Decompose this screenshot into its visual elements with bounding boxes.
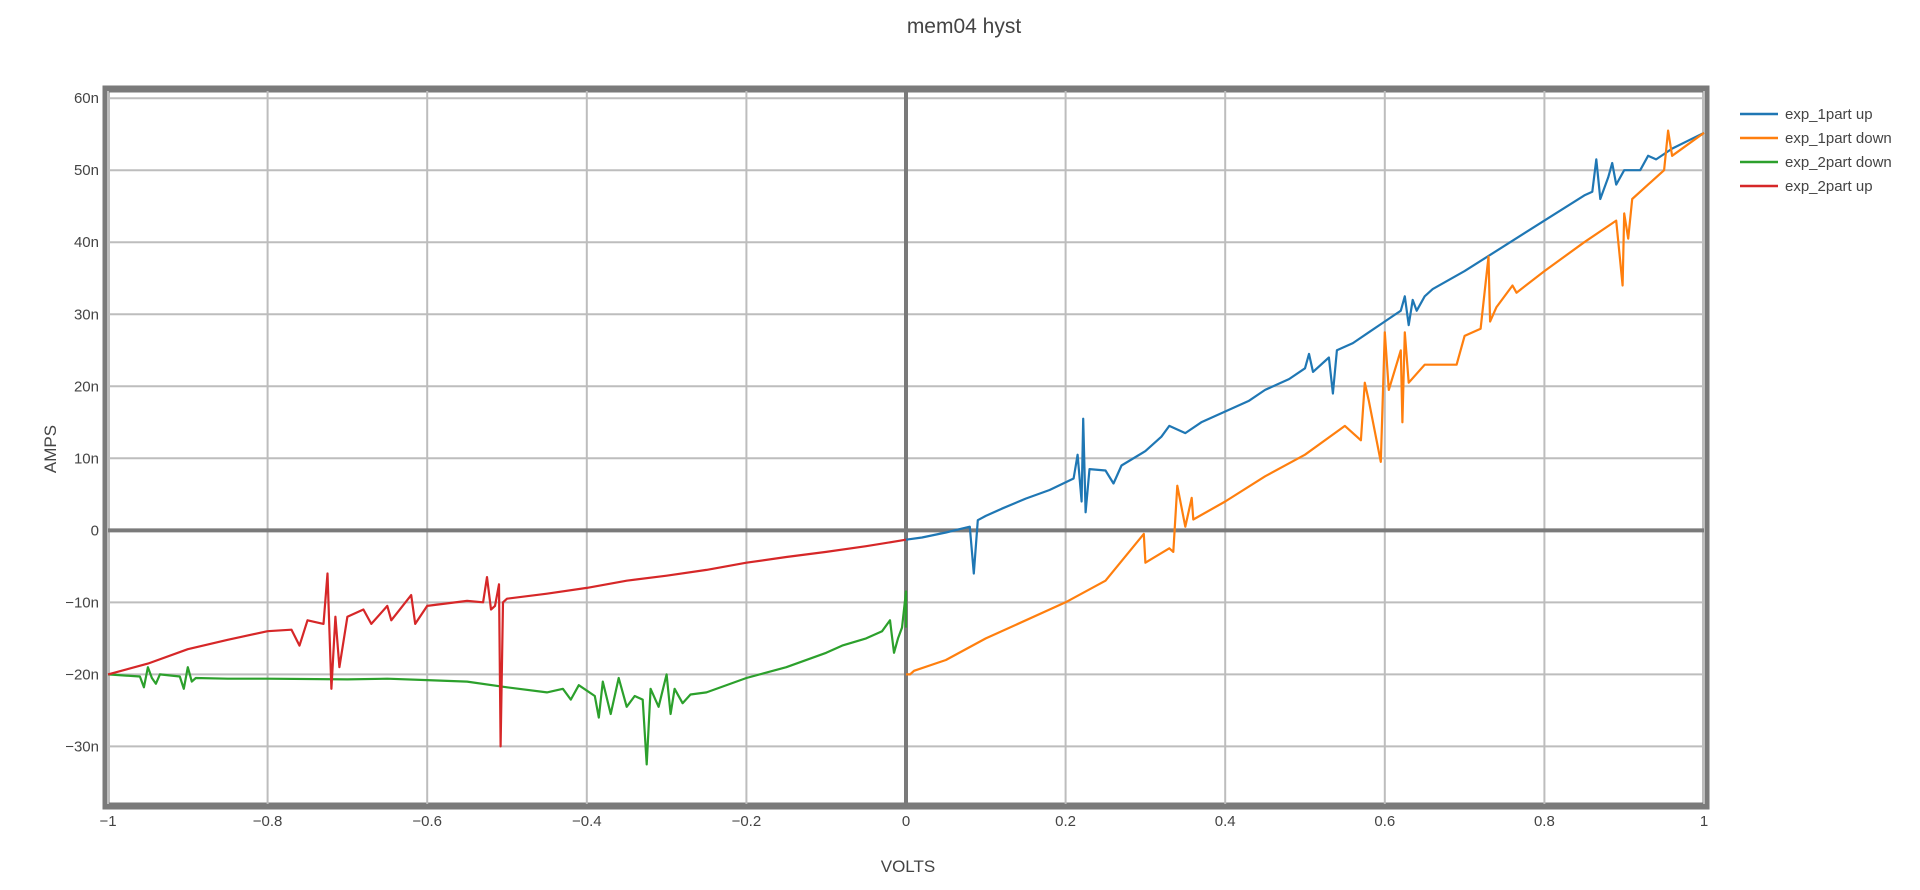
x-tick-label: −0.6 bbox=[412, 813, 442, 830]
y-tick-label: −10n bbox=[65, 594, 99, 611]
legend-label: exp_1part up bbox=[1785, 106, 1873, 123]
y-axis-ticks: −30n −20n −10n 0 10n 20n 30n 40n 50n 60n bbox=[65, 90, 99, 755]
legend-item[interactable]: exp_1part up bbox=[1740, 106, 1873, 123]
series-line-3 bbox=[107, 590, 908, 766]
y-axis-title: AMPS bbox=[41, 425, 60, 473]
legend[interactable]: exp_1part up exp_1part down exp_2part down… bbox=[1740, 106, 1892, 195]
x-tick-label: 0 bbox=[902, 813, 910, 830]
legend-item[interactable]: exp_1part down bbox=[1740, 130, 1892, 147]
plot-border bbox=[102, 85, 1710, 810]
y-tick-label: 30n bbox=[74, 306, 99, 323]
x-tick-label: −1 bbox=[99, 813, 116, 830]
legend-label: exp_2part down bbox=[1785, 154, 1892, 171]
legend-label: exp_1part down bbox=[1785, 130, 1892, 147]
y-tick-label: 20n bbox=[74, 378, 99, 395]
y-tick-label: 0 bbox=[91, 522, 99, 539]
x-tick-label: 1 bbox=[1700, 813, 1708, 830]
y-tick-label: −20n bbox=[65, 666, 99, 683]
series-line-4 bbox=[107, 538, 907, 748]
y-tick-label: 40n bbox=[74, 234, 99, 251]
y-tick-label: 60n bbox=[74, 90, 99, 107]
series-layer bbox=[107, 129, 1705, 766]
x-tick-label: −0.4 bbox=[572, 813, 602, 830]
zero-lines bbox=[108, 91, 1704, 804]
chart-title: mem04 hyst bbox=[907, 15, 1022, 38]
x-tick-label: −0.2 bbox=[732, 813, 762, 830]
legend-item[interactable]: exp_2part up bbox=[1740, 178, 1873, 195]
x-tick-label: 0.4 bbox=[1215, 813, 1236, 830]
y-tick-label: 10n bbox=[74, 450, 99, 467]
x-tick-label: 0.8 bbox=[1534, 813, 1555, 830]
y-tick-label: 50n bbox=[74, 162, 99, 179]
y-tick-label: −30n bbox=[65, 738, 99, 755]
legend-item[interactable]: exp_2part down bbox=[1740, 154, 1892, 171]
x-axis-ticks: −1 −0.8 −0.6 −0.4 −0.2 0 0.2 0.4 0.6 0.8 1 bbox=[99, 813, 1708, 830]
series-line-1 bbox=[905, 131, 1705, 575]
x-tick-label: 0.6 bbox=[1374, 813, 1395, 830]
x-tick-label: 0.2 bbox=[1055, 813, 1076, 830]
series-line-2 bbox=[906, 129, 1705, 676]
x-tick-label: −0.8 bbox=[253, 813, 283, 830]
x-axis-title: VOLTS bbox=[881, 857, 935, 876]
legend-label: exp_2part up bbox=[1785, 178, 1873, 195]
